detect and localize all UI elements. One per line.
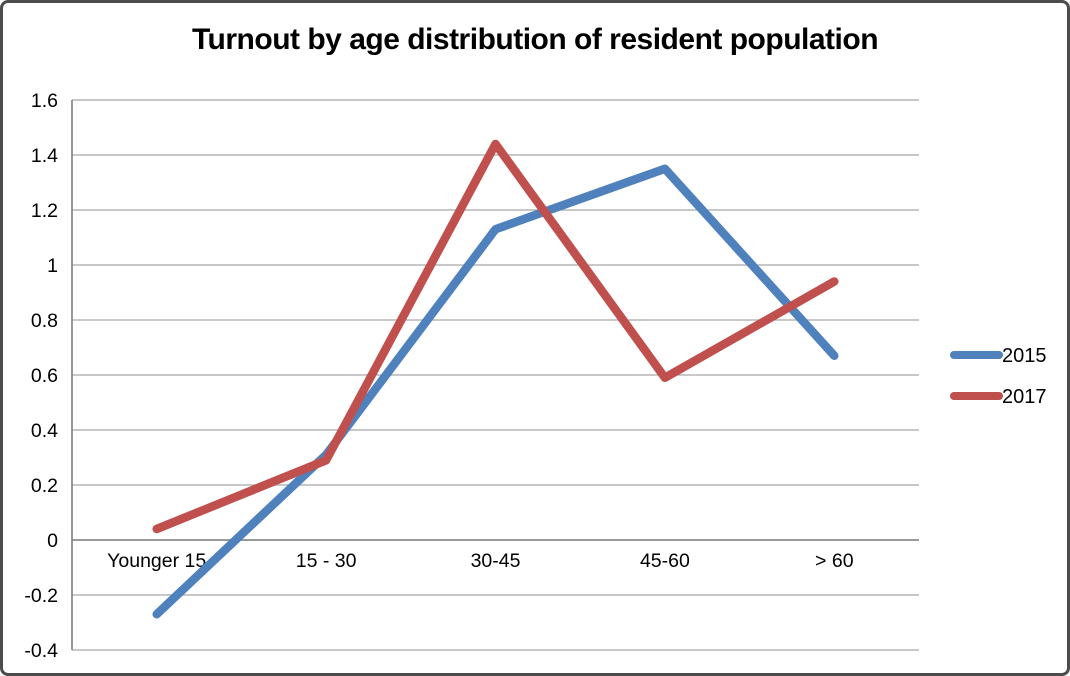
x-tick-label: Younger 15: [107, 550, 206, 572]
x-tick-label: 15 - 30: [296, 550, 357, 572]
y-tick-label: -0.4: [24, 640, 58, 662]
y-tick-label: 0.4: [31, 420, 58, 442]
series-line-2015: [152, 164, 839, 619]
legend-label-2015: 2015: [1002, 345, 1047, 367]
y-tick-label: 0.6: [31, 365, 58, 387]
legend-label-2017: 2017: [1002, 386, 1047, 408]
y-tick-label: -0.2: [24, 585, 58, 607]
y-tick-label: 1: [47, 255, 58, 277]
y-tick-label: 1.4: [31, 145, 58, 167]
y-tick-label: 0.2: [31, 475, 58, 497]
y-tick-label: 1.6: [31, 90, 58, 112]
y-tick-label: 0.8: [31, 310, 58, 332]
y-tick-label: 1.2: [31, 200, 58, 222]
x-tick-label: > 60: [815, 550, 854, 572]
x-tick-label: 30-45: [471, 550, 521, 572]
chart-title: Turnout by age distribution of resident …: [191, 23, 879, 56]
series-line-2017: [152, 139, 839, 534]
x-tick-label: 45-60: [640, 550, 690, 572]
line-chart-plot: 1.6 1.4 1.2 1 0.8 0.6 0.4 0.2 0 -0.2 -0.4 Younger 1…: [24, 90, 1047, 662]
y-tick-label: 0: [47, 530, 58, 552]
